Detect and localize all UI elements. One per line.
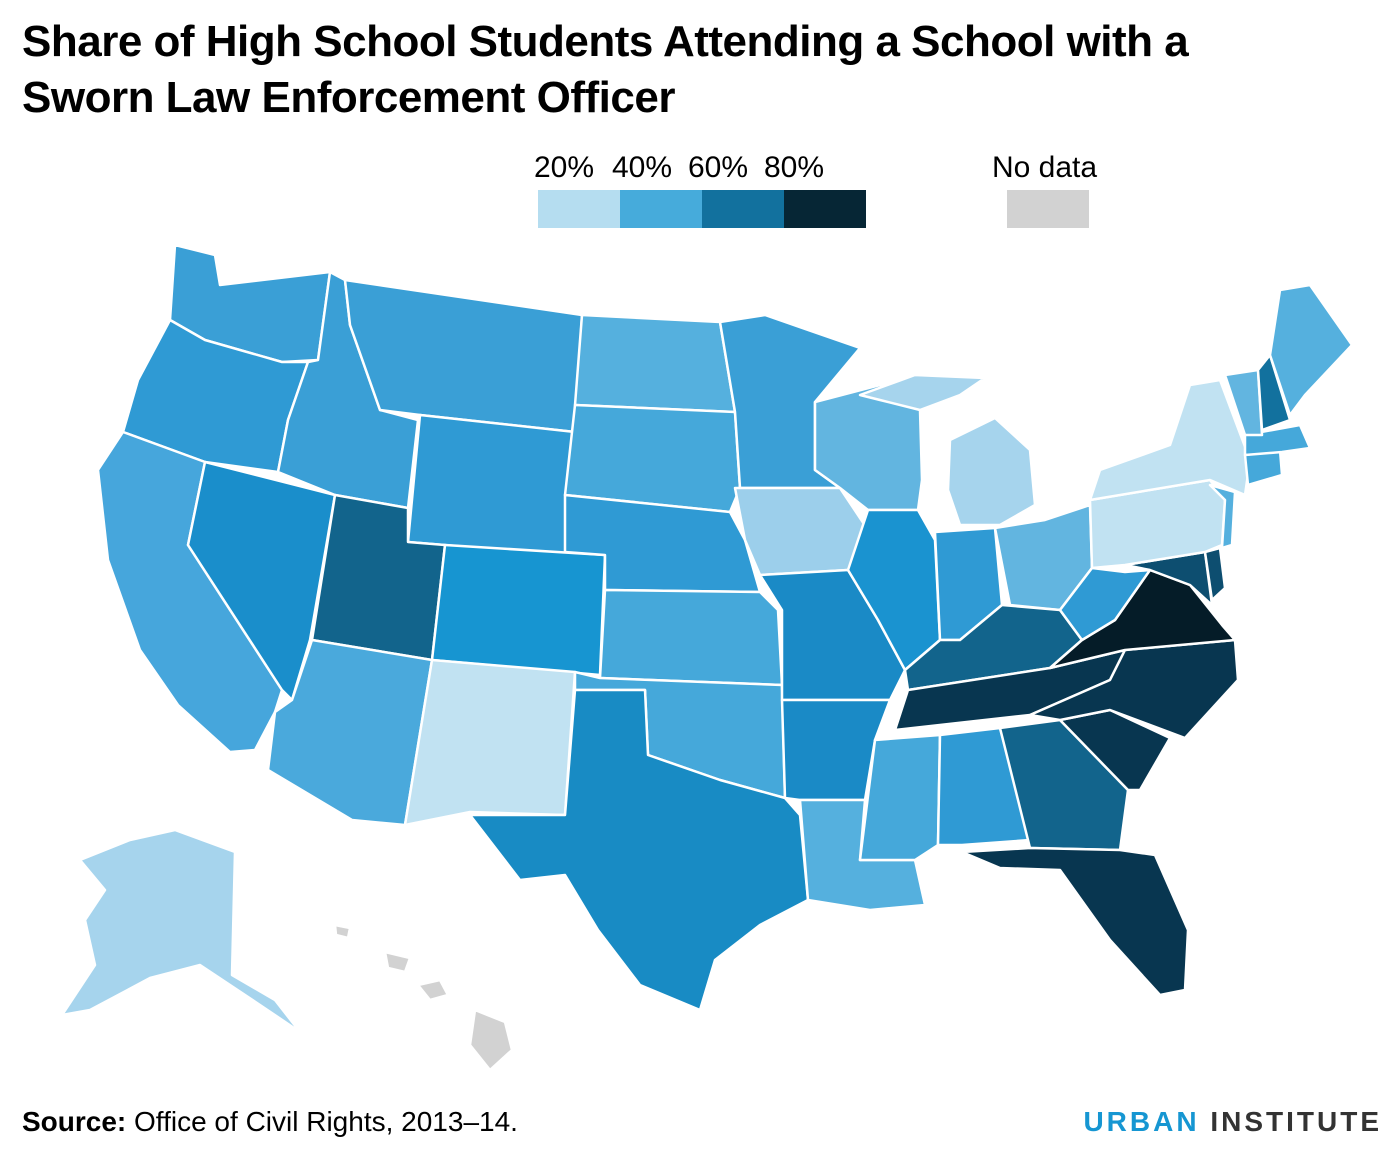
state-mi — [946, 416, 1037, 527]
us-choropleth-map — [60, 243, 1354, 1072]
state-me — [1268, 283, 1354, 417]
state-nc — [1028, 638, 1240, 740]
state-nm — [403, 658, 577, 827]
state-mi-upper — [858, 373, 987, 412]
legend-swatch-no-data — [1007, 190, 1089, 228]
legend-label-no-data: No data — [992, 151, 1098, 184]
legend-swatch-80 — [784, 190, 866, 228]
legend-label-60: 60% — [688, 151, 749, 184]
source-label: Source: — [22, 1106, 127, 1137]
source-text: Office of Civil Rights, 2013–14. — [134, 1106, 518, 1137]
state-ak — [60, 828, 302, 1034]
brand-institute: INSTITUTE — [1210, 1106, 1382, 1137]
state-nj — [1208, 483, 1237, 550]
source-note: Source: Office of Civil Rights, 2013–14. — [22, 1106, 518, 1138]
state-ks — [598, 588, 784, 687]
state-hi — [468, 1008, 514, 1072]
legend-label-40: 40% — [612, 151, 673, 184]
state-ia — [733, 486, 870, 577]
brand-logo: URBAN INSTITUTE — [1083, 1106, 1382, 1138]
legend-labels: 20% 40% 60% 80% No data — [0, 150, 1400, 190]
legend-label-20: 20% — [534, 151, 595, 184]
state-fl — [960, 846, 1190, 997]
legend-swatch-40 — [620, 190, 702, 228]
state-wy — [406, 413, 577, 557]
state-vt — [1223, 368, 1264, 437]
state-ms — [858, 733, 942, 862]
state-de — [1203, 546, 1227, 602]
state-co — [430, 543, 607, 677]
state-mt — [343, 278, 584, 434]
state-nh — [1256, 353, 1292, 432]
legend-swatch-60 — [702, 190, 784, 228]
state-sd — [563, 403, 742, 514]
map-title: Share of High School Students Attending … — [22, 17, 1189, 122]
state-ga — [998, 718, 1130, 852]
brand-urban: URBAN — [1083, 1106, 1200, 1137]
legend-swatch-20 — [538, 190, 620, 228]
state-pa — [1088, 478, 1227, 570]
state-hi-islands — [333, 923, 450, 1002]
state-ny — [1088, 378, 1252, 502]
legend-label-80: 80% — [764, 151, 825, 184]
state-la — [798, 798, 927, 912]
state-nd — [573, 313, 737, 414]
legend-color-scale — [538, 190, 866, 228]
state-tx — [468, 688, 810, 1012]
